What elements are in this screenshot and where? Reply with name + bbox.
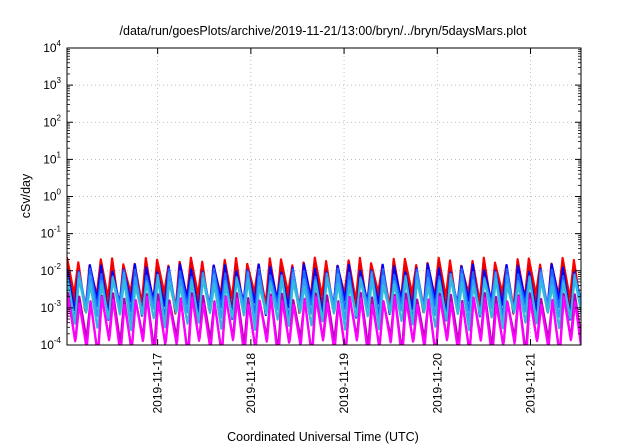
y-tick-label: 10-2	[41, 262, 62, 278]
x-axis-label: Coordinated Universal Time (UTC)	[227, 430, 419, 444]
x-tick-label: 2019-11-21	[524, 353, 538, 414]
series-group	[67, 256, 581, 345]
y-tick-label: 104	[43, 39, 61, 55]
y-tick-base: 10	[41, 264, 55, 278]
y-tick-base: 10	[43, 78, 57, 92]
y-tick-label: 103	[43, 76, 61, 92]
chart-title: /data/run/goesPlots/archive/2019-11-21/1…	[120, 24, 527, 38]
y-tick-base: 10	[43, 115, 57, 129]
x-tick-label: 2019-11-17	[151, 353, 165, 414]
y-tick-base: 10	[43, 152, 57, 166]
x-tick-label: 2019-11-19	[337, 353, 351, 414]
x-axis: 2019-11-17 2019-11-18 2019-11-19 2019-11-20…	[151, 48, 538, 414]
y-tick-label: 10-4	[41, 336, 62, 352]
x-tick-label: 2019-11-18	[244, 353, 258, 414]
y-axis-label: cSv/day	[19, 173, 33, 218]
y-tick-exponent: -3	[54, 299, 62, 308]
y-tick-exponent: 2	[57, 113, 62, 122]
y-tick-exponent: 3	[57, 76, 62, 85]
y-tick-base: 10	[41, 301, 55, 315]
y-tick-label: 100	[43, 188, 61, 204]
y-tick-exponent: 1	[57, 150, 62, 159]
x-tick-label: 2019-11-20	[430, 353, 444, 414]
y-tick-exponent: -1	[54, 225, 62, 234]
y-tick-label: 101	[43, 150, 61, 166]
y-tick-base: 10	[43, 41, 57, 55]
y-tick-exponent: -4	[54, 336, 62, 345]
y-tick-base: 10	[41, 227, 55, 241]
series-line-8	[67, 295, 581, 345]
y-tick-label: 10-1	[41, 225, 62, 241]
y-tick-label: 102	[43, 113, 61, 129]
y-tick-base: 10	[43, 190, 57, 204]
y-tick-exponent: 0	[57, 188, 62, 197]
y-tick-label: 10-3	[41, 299, 62, 315]
y-tick-exponent: -2	[54, 262, 62, 271]
y-tick-base: 10	[41, 338, 55, 352]
series-line-6	[67, 277, 581, 332]
y-tick-exponent: 4	[57, 39, 62, 48]
